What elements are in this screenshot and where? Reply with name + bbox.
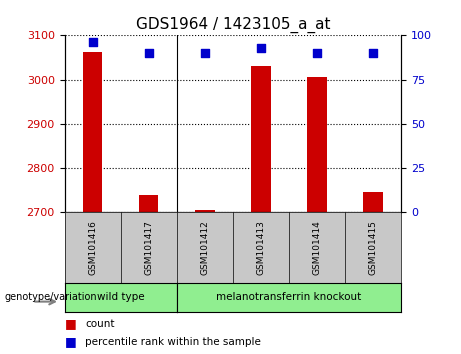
Bar	[195, 210, 214, 212]
Point	[201, 50, 208, 56]
Bar	[83, 52, 102, 212]
Text: wild type: wild type	[97, 292, 144, 302]
Bar	[139, 195, 159, 212]
Text: GSM101417: GSM101417	[144, 220, 153, 275]
Bar	[307, 78, 327, 212]
Point	[313, 50, 321, 56]
Text: count: count	[85, 319, 115, 329]
Title: GDS1964 / 1423105_a_at: GDS1964 / 1423105_a_at	[136, 16, 330, 33]
Bar	[251, 67, 271, 212]
Text: GSM101412: GSM101412	[200, 221, 209, 275]
Text: genotype/variation: genotype/variation	[5, 292, 97, 302]
Text: GSM101416: GSM101416	[88, 220, 97, 275]
Text: melanotransferrin knockout: melanotransferrin knockout	[216, 292, 361, 302]
Text: ■: ■	[65, 335, 76, 348]
Point	[369, 50, 377, 56]
Text: GSM101413: GSM101413	[256, 220, 266, 275]
Text: GSM101414: GSM101414	[313, 221, 321, 275]
Text: ■: ■	[65, 318, 76, 330]
Point	[145, 50, 152, 56]
Point	[257, 45, 265, 51]
Text: GSM101415: GSM101415	[368, 220, 378, 275]
Text: percentile rank within the sample: percentile rank within the sample	[85, 337, 261, 347]
Point	[89, 40, 96, 45]
Bar	[363, 193, 383, 212]
